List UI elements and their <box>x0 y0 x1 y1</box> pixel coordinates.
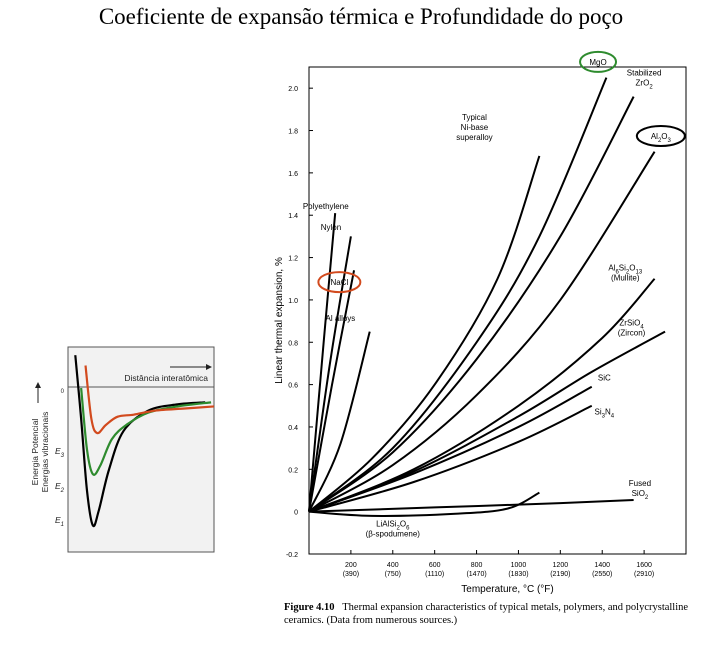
energy-ytick-label: 0 <box>61 389 65 395</box>
series-label-nacl: NaCl <box>330 278 348 287</box>
figure-caption-text: Thermal expansion characteristics of typ… <box>284 602 689 626</box>
expansion-ytick-label: 1.4 <box>288 213 298 220</box>
series-label-fused-sio2: SiO2 <box>632 489 649 501</box>
expansion-xtick-sublabel: (2190) <box>550 571 570 578</box>
figure-caption: Figure 4.10 Thermal expansion characteri… <box>284 601 714 627</box>
series-label-spodumene: (β-spodumene) <box>366 529 421 538</box>
expansion-series-line <box>308 499 634 513</box>
series-label-mgo: MgO <box>589 58 606 67</box>
expansion-xtick-sublabel: (2910) <box>634 571 654 578</box>
series-label-si3n4: Si3N4 <box>595 407 615 419</box>
series-label-ni-superalloy: Ni-base <box>461 123 489 132</box>
figure-label: Figure 4.10 <box>284 602 335 613</box>
expansion-ytick-label: -0.2 <box>286 552 298 559</box>
expansion-series-line <box>308 404 593 513</box>
series-label-al-alloys: Al alloys <box>326 314 356 323</box>
series-label-zro2: ZrO2 <box>636 78 654 90</box>
expansion-ytick-label: 2.0 <box>288 86 298 93</box>
energy-ytick-label: E1 <box>55 515 64 528</box>
expansion-xtick-sublabel: (1470) <box>466 571 486 578</box>
expansion-plot-frame <box>308 66 687 555</box>
energy-curve <box>74 355 206 528</box>
energy-ytick-label: E2 <box>55 481 65 494</box>
expansion-series-line <box>308 213 337 512</box>
expansion-series-line <box>308 491 540 517</box>
energy-curve <box>84 365 215 435</box>
expansion-xtick-sublabel: (390) <box>343 571 359 578</box>
thermal-expansion-chart: -0.2 0 0.2 0.4 0.6 0.8 1.0 1.2 1.4 1.6 1.8 2.0 200 (3… <box>274 50 687 595</box>
series-label-polyethylene: Polyethylene <box>303 202 349 211</box>
expansion-xtick-label: 200 <box>345 562 357 569</box>
expansion-xtick-sublabel: (1110) <box>425 571 444 578</box>
expansion-series-line <box>308 151 656 513</box>
series-label-mullite: (Mullite) <box>611 273 640 282</box>
series-label-fused-sio2: Fused <box>629 479 651 488</box>
expansion-xtick-sublabel: (750) <box>385 571 401 578</box>
expansion-ytick-label: 1.2 <box>288 256 298 263</box>
expansion-xlabel: Temperature, °C (°F) <box>461 584 553 595</box>
series-label-zro2: Stabilized <box>627 68 662 77</box>
energy-ytick-label: E3 <box>55 446 65 459</box>
series-label-zircon: (Zircon) <box>618 328 646 337</box>
expansion-ylabel: Linear thermal expansion, % <box>274 257 285 384</box>
series-label-nylon: Nylon <box>321 223 341 232</box>
series-label-al2o3: Al2O3 <box>651 132 672 144</box>
expansion-ytick-label: 1.6 <box>288 171 298 178</box>
expansion-ytick-label: 0.2 <box>288 467 298 474</box>
energy-plot-frame <box>67 346 215 553</box>
expansion-xtick-sublabel: (2550) <box>592 571 612 578</box>
expansion-xtick-label: 1000 <box>511 562 527 569</box>
energy-ylabel-line2: Energias vibracionais <box>40 412 50 493</box>
series-label-ni-superalloy: superalloy <box>456 133 492 142</box>
expansion-xtick-label: 800 <box>471 562 483 569</box>
series-label-mullite: Al6Si2O13 <box>608 263 643 275</box>
expansion-xtick-label: 1400 <box>594 562 610 569</box>
expansion-xtick-label: 1200 <box>553 562 569 569</box>
expansion-ytick-label: 0.6 <box>288 383 298 390</box>
series-label-zircon: ZrSiO4 <box>619 318 644 330</box>
expansion-series-line <box>308 96 635 513</box>
energy-xlabel: Distância interatômica <box>124 373 208 383</box>
energy-curve <box>80 387 212 476</box>
expansion-xtick-label: 1600 <box>636 562 652 569</box>
expansion-xtick-sublabel: (1830) <box>508 571 528 578</box>
highlight-ellipse-al2o3 <box>635 124 686 147</box>
series-label-spodumene: LiAlSi2O6 <box>376 519 410 531</box>
expansion-ytick-label: 0.4 <box>288 425 298 432</box>
series-label-sic: SiC <box>598 373 611 382</box>
expansion-series-line <box>308 385 593 513</box>
energy-ylabel-arrow-head <box>35 382 41 388</box>
expansion-xtick-label: 600 <box>429 562 441 569</box>
potential-energy-chart: Distância interatômica 0 E3 E2 E1 Energia Pot… <box>30 346 215 553</box>
expansion-series-line <box>308 270 356 512</box>
expansion-ytick-label: 0.8 <box>288 340 298 347</box>
expansion-series-line <box>308 155 541 513</box>
series-label-ni-superalloy: Typical <box>462 113 487 122</box>
highlight-ellipse-mgo <box>579 50 618 73</box>
expansion-ytick-label: 1.0 <box>288 298 298 305</box>
expansion-ytick-label: 0 <box>294 510 298 517</box>
expansion-series-line <box>308 77 608 513</box>
expansion-series-line <box>308 331 371 513</box>
slide-title: Coeficiente de expansão térmica e Profun… <box>98 4 624 29</box>
energy-ylabel-line1: Energia Potencial <box>30 419 40 486</box>
expansion-series-line <box>308 236 352 512</box>
highlight-ellipse-nacl <box>317 271 362 294</box>
energy-xlabel-arrow-head <box>206 364 212 370</box>
expansion-ytick-label: 1.8 <box>288 129 298 136</box>
expansion-xtick-label: 400 <box>387 562 399 569</box>
